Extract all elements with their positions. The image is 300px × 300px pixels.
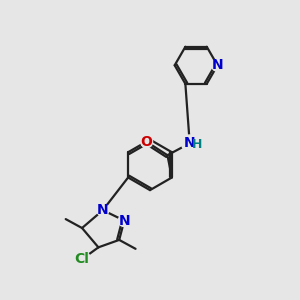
Circle shape — [141, 136, 153, 148]
Circle shape — [97, 204, 109, 216]
Text: N: N — [118, 214, 130, 228]
Text: N: N — [97, 203, 109, 217]
Circle shape — [74, 251, 90, 268]
Circle shape — [182, 135, 198, 152]
Text: N: N — [212, 58, 223, 72]
Circle shape — [118, 214, 130, 226]
Text: H: H — [192, 138, 202, 151]
Text: Cl: Cl — [75, 252, 89, 266]
Text: N: N — [184, 136, 196, 150]
Circle shape — [212, 59, 224, 71]
Text: O: O — [141, 135, 153, 149]
